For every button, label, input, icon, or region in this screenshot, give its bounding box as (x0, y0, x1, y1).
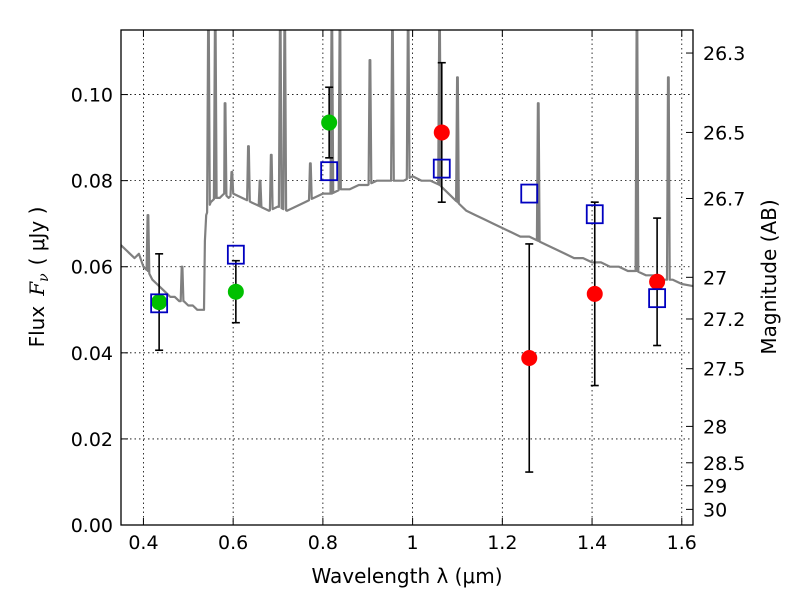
y-tick-label: 0.06 (71, 257, 113, 279)
x-tick-label: 1 (407, 532, 419, 554)
red-point (521, 349, 538, 366)
x-tick-label: 0.8 (308, 532, 338, 554)
y-axis-label: Flux Fν ( μJy ) (25, 207, 52, 348)
green-point (321, 114, 338, 131)
right-tick-label: 27 (703, 267, 727, 289)
data-markers (150, 114, 667, 366)
right-tick-label: 26.7 (703, 188, 745, 210)
x-tick-label: 1.2 (487, 532, 517, 554)
y-tick-label: 0.00 (71, 515, 113, 537)
blue-square-marker (320, 161, 339, 182)
right-axis-label: Magnitude (AB) (757, 199, 781, 354)
y-axis-label-text: Flux (25, 306, 49, 348)
y-axis-label-symbol: F (25, 281, 49, 297)
y-tick-label: 0.08 (71, 171, 113, 193)
right-tick-label: 28.5 (703, 453, 745, 475)
blue-square-marker (432, 158, 451, 179)
x-tick-label: 1.6 (667, 532, 697, 554)
blue-square-marker (585, 204, 604, 225)
blue-square-marker (520, 183, 539, 204)
right-tick-label: 26.3 (703, 43, 745, 65)
blue-square-marker (648, 288, 667, 309)
green-point (227, 283, 244, 300)
x-tick-label: 1.4 (577, 532, 607, 554)
right-tick-label: 26.5 (703, 122, 745, 144)
y-tick-label: 0.02 (71, 429, 113, 451)
spectrum-line (121, 30, 693, 311)
x-tick-label: 0.4 (128, 532, 158, 554)
right-tick-label: 30 (703, 499, 727, 521)
x-axis-label: Wavelength λ (μm) (311, 564, 502, 588)
right-tick-label: 29 (703, 476, 727, 498)
blue-square-marker (226, 244, 245, 265)
right-tick-label: 27.5 (703, 359, 745, 381)
right-tick-label: 27.2 (703, 309, 745, 331)
y-axis-label-subscript: ν (36, 273, 52, 282)
blue-square-marker (150, 293, 169, 314)
x-tick-label: 0.6 (218, 532, 248, 554)
red-point (649, 273, 666, 290)
right-tick-label: 28 (703, 416, 727, 438)
y-tick-label: 0.10 (71, 85, 113, 107)
y-axis-label-units: ( μJy ) (25, 207, 49, 266)
model-spectrum (121, 30, 693, 311)
red-point (586, 285, 603, 302)
red-point (433, 124, 450, 141)
x-axis-ticks: 0.4 0.6 0.8 1 1.2 1.4 1.6 (128, 30, 697, 554)
y-tick-label: 0.04 (71, 343, 113, 365)
y-axis-ticks: 0.00 0.02 0.04 0.06 0.08 0.10 (71, 85, 128, 537)
green-point (151, 294, 168, 311)
